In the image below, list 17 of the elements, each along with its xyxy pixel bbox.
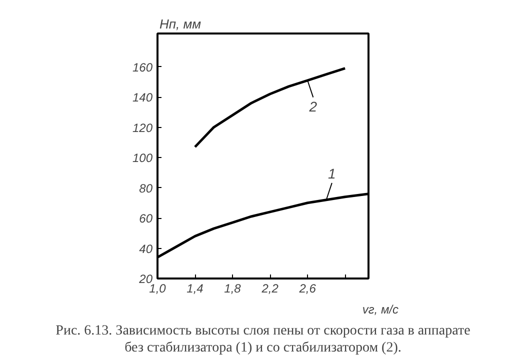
x-tick-label: 1,8 [224, 282, 242, 296]
y-tick-label: 120 [132, 120, 153, 135]
series-label: 1 [328, 166, 336, 182]
y-tick-label: 60 [139, 212, 153, 226]
y-tick-label: 80 [139, 181, 153, 196]
x-tick-label: 1,4 [186, 282, 204, 296]
y-tick-label: 100 [132, 151, 153, 166]
y-axis-title: Hп, мм [160, 16, 202, 32]
x-tick-label: 2,2 [260, 282, 279, 296]
y-tick-label: 40 [139, 242, 153, 256]
x-tick-label: 2,6 [298, 282, 316, 296]
text: Рис. 6.13. Зависимость высоты слоя пены от скорости газа в аппарате без стабилизатора (1) и со стабилизатором (2). [56, 324, 470, 355]
legend-label: 2 [308, 98, 318, 115]
x-axis-title: vг, м/с [362, 302, 399, 316]
y-tick-label: 140 [132, 90, 153, 105]
y-tick-label: 160 [132, 60, 153, 74]
line-series [194, 67, 346, 148]
